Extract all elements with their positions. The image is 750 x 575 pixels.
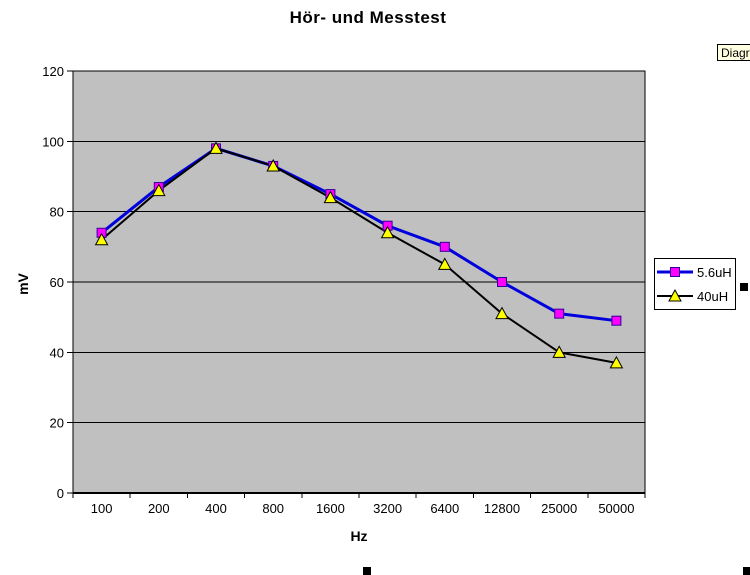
data-point-marker (323, 190, 338, 204)
legend-marker-sample (657, 289, 693, 302)
chart-title: Hör- und Messtest (289, 8, 447, 27)
x-axis-title: Hz (350, 528, 367, 544)
x-tick-label: 800 (262, 501, 284, 516)
y-tick-label: 80 (50, 205, 64, 220)
data-point-marker (266, 158, 281, 172)
x-tick-label: 200 (148, 501, 170, 516)
data-point-marker (439, 241, 450, 252)
chart-legend[interactable]: 5.6uH 40uH (654, 258, 736, 310)
resize-handle-bottom-right[interactable] (743, 567, 750, 575)
y-tick-label: 60 (50, 275, 64, 290)
series-line-40uH (100, 147, 617, 364)
x-tick-label: 1600 (316, 501, 345, 516)
legend-item-5.6uH[interactable]: 5.6uH (655, 261, 735, 283)
data-point-marker (437, 257, 452, 270)
y-tick-label: 40 (50, 345, 64, 360)
legend-marker-sample (657, 267, 693, 277)
series-line-5.6uH (100, 146, 617, 323)
chart-tooltip: Diagr (717, 44, 750, 61)
y-axis-title: mV (15, 272, 31, 294)
legend-label: 5.6uH (697, 264, 732, 280)
data-point-marker (495, 306, 509, 320)
x-tick-label: 25000 (541, 501, 577, 516)
legend-label: 40uH (697, 288, 729, 304)
x-tick-label: 400 (205, 501, 227, 516)
data-point-marker (94, 232, 109, 246)
data-point-marker (554, 308, 565, 319)
y-tick-label: 120 (42, 64, 64, 79)
x-tick-label: 50000 (598, 501, 634, 516)
data-point-marker (552, 345, 567, 358)
x-tick-label: 12800 (484, 501, 520, 516)
resize-handle-bottom[interactable] (363, 567, 371, 575)
data-point-marker (380, 225, 395, 239)
resize-handle-right[interactable] (740, 283, 748, 291)
y-tick-label: 20 (50, 416, 64, 431)
data-point-marker (151, 183, 166, 197)
data-point-marker (609, 355, 624, 369)
x-tick-label: 3200 (373, 501, 402, 516)
data-point-marker (497, 277, 507, 287)
y-tick-label: 100 (42, 134, 64, 149)
legend-item-40uH[interactable]: 40uH (655, 285, 735, 307)
data-point-marker (668, 289, 682, 302)
x-tick-label: 100 (91, 501, 113, 516)
x-tick-label: 6400 (430, 501, 459, 516)
data-point-marker (611, 315, 622, 326)
data-point-marker (209, 141, 223, 154)
data-point-marker (670, 267, 680, 277)
y-tick-label: 0 (57, 486, 64, 501)
